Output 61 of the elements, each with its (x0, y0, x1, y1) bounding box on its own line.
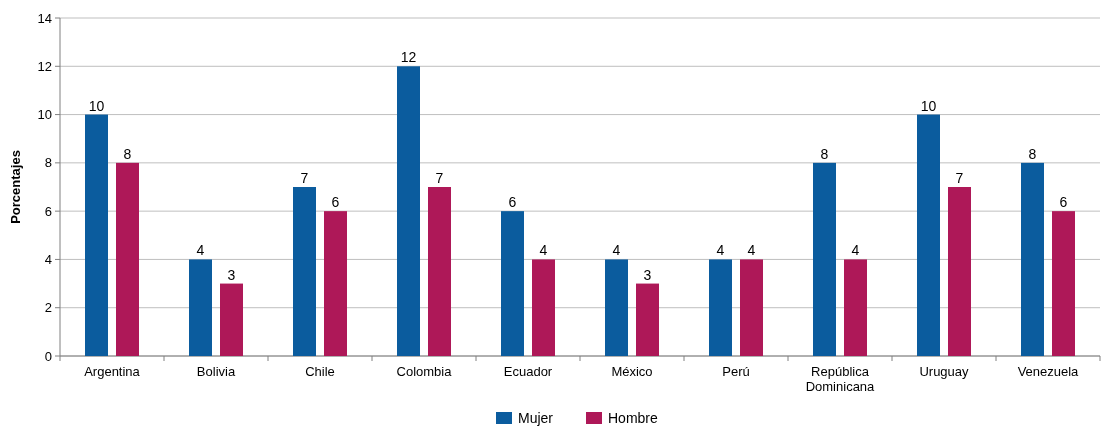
data-label: 4 (539, 242, 548, 259)
y-tick-label: 0 (44, 348, 52, 364)
x-tick-label: Chile (305, 364, 335, 379)
bar (844, 259, 867, 356)
bar (1052, 211, 1075, 356)
data-label: 3 (227, 266, 236, 283)
x-tick-label: Ecuador (503, 364, 553, 379)
x-tick-label: Venezuela (1017, 364, 1080, 379)
y-axis-title: Porcentajes (8, 150, 23, 224)
x-tick-label: México (611, 364, 653, 379)
x-tick-label: Colombia (396, 364, 453, 379)
data-label: 12 (400, 49, 417, 66)
y-tick-label: 14 (37, 10, 52, 26)
x-tick-label: Perú (722, 364, 750, 379)
data-label: 3 (643, 266, 652, 283)
bar (917, 114, 940, 356)
bar (532, 259, 555, 356)
bar (636, 283, 659, 356)
data-label: 6 (508, 194, 517, 211)
bar (85, 114, 108, 356)
data-label: 10 (88, 97, 105, 114)
data-label: 8 (123, 145, 132, 162)
y-tick-label: 8 (44, 155, 52, 171)
data-label: 4 (612, 242, 621, 259)
data-label: 4 (747, 242, 756, 259)
data-label: 10 (920, 97, 937, 114)
legend-label: Mujer (518, 409, 554, 426)
x-tick-label: Argentina (84, 364, 141, 379)
data-label: 6 (1059, 194, 1068, 211)
data-label: 6 (331, 194, 340, 211)
data-label: 7 (435, 170, 444, 186)
bar (740, 259, 763, 356)
data-label: 4 (851, 242, 860, 259)
bar (948, 187, 971, 356)
data-label: 7 (300, 170, 309, 186)
data-label: 7 (955, 170, 964, 186)
bar (501, 211, 524, 356)
bar (1021, 162, 1044, 356)
data-label: 8 (1028, 145, 1037, 162)
bar (605, 259, 628, 356)
y-tick-label: 12 (37, 58, 52, 74)
x-tick-label: Bolivia (196, 364, 236, 379)
y-tick-label: 10 (37, 107, 52, 123)
bar (220, 283, 243, 356)
bar (813, 162, 836, 356)
y-tick-label: 2 (44, 300, 52, 316)
bar (116, 162, 139, 356)
data-label: 4 (716, 242, 725, 259)
data-label: 8 (820, 145, 829, 162)
bar (324, 211, 347, 356)
bar (397, 66, 420, 356)
bar (189, 259, 212, 356)
bar (293, 187, 316, 356)
bar (709, 259, 732, 356)
x-tick-label: República Dominicana (805, 364, 876, 394)
data-label: 4 (196, 242, 205, 259)
y-tick-label: 4 (44, 251, 52, 267)
y-tick-label: 6 (44, 203, 52, 219)
legend-label: Hombre (608, 409, 659, 426)
x-tick-label: Uruguay (919, 364, 970, 379)
bar (428, 187, 451, 356)
